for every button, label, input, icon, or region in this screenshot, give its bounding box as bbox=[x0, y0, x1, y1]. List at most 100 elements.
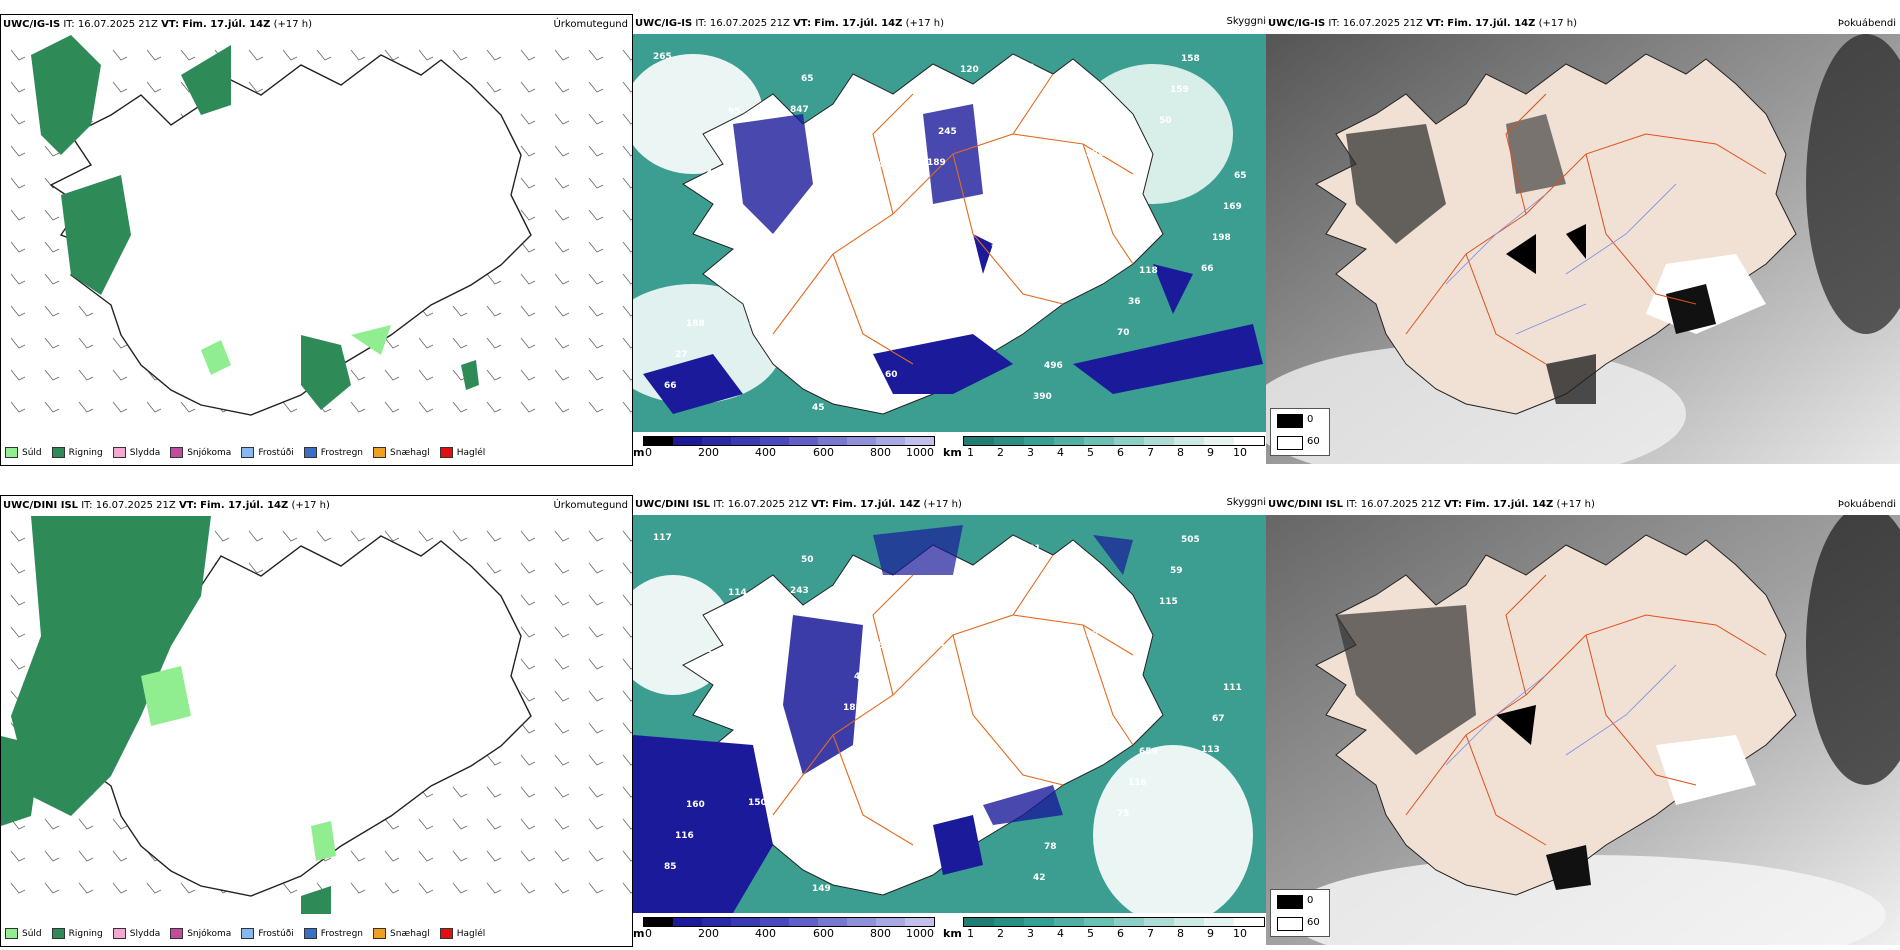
wind-barb bbox=[554, 786, 570, 798]
visibility-panel-bottom: UWC/DINI ISL IT: 16.07.2025 21Z VT: Fim.… bbox=[633, 495, 1266, 947]
wind-barb bbox=[316, 530, 332, 542]
wind-barb bbox=[146, 81, 162, 93]
ceiling-label: 36 bbox=[1128, 297, 1141, 307]
wind-barb bbox=[520, 690, 536, 702]
ceiling-label: 144 bbox=[865, 160, 884, 170]
ceiling-label: 116 bbox=[675, 831, 694, 841]
wind-barb bbox=[350, 49, 366, 61]
ceiling-label: 117 bbox=[653, 533, 672, 543]
wind-barb bbox=[78, 401, 94, 413]
wind-barb bbox=[554, 305, 570, 317]
legend-item: Frostregn bbox=[303, 928, 363, 939]
ceiling-label: 95 bbox=[728, 107, 741, 117]
wind-barb bbox=[418, 401, 434, 413]
wind-barb bbox=[78, 818, 94, 830]
wind-barb bbox=[588, 690, 604, 702]
wind-barb bbox=[486, 305, 502, 317]
wind-barb bbox=[622, 49, 632, 61]
wind-barb bbox=[588, 241, 604, 253]
wind-barb bbox=[452, 818, 468, 830]
fog-map bbox=[1266, 515, 1900, 945]
wind-barb bbox=[622, 658, 632, 670]
wind-barb bbox=[10, 818, 26, 830]
wind-barb bbox=[44, 305, 60, 317]
panel-header: UWC/DINI ISL IT: 16.07.2025 21Z VT: Fim.… bbox=[635, 499, 962, 510]
visibility-tick: 9 bbox=[1207, 927, 1214, 940]
ceiling-tick: 200 bbox=[698, 446, 719, 459]
wind-barb bbox=[520, 530, 536, 542]
legend-item: Frostregn bbox=[303, 447, 364, 458]
wind-barb bbox=[146, 49, 162, 61]
panel-header: UWC/DINI ISL IT: 16.07.2025 21Z VT: Fim.… bbox=[3, 500, 330, 511]
ceiling-label: 176 bbox=[1064, 211, 1083, 221]
wind-barb bbox=[384, 401, 400, 413]
wind-barb bbox=[622, 273, 632, 285]
legend-item: Snjókoma bbox=[170, 447, 231, 458]
ceiling-label: 160 bbox=[686, 800, 705, 810]
wind-barb bbox=[588, 754, 604, 766]
legend-swatch bbox=[303, 928, 317, 939]
wind-barb bbox=[10, 305, 26, 317]
ceiling-label: 83 bbox=[1086, 630, 1099, 640]
ceiling-colorbar: m 0 200 400 600 800 1000 bbox=[633, 915, 943, 945]
legend-item: Slydda bbox=[112, 928, 160, 939]
wind-barb bbox=[622, 690, 632, 702]
wind-barb bbox=[554, 818, 570, 830]
wind-barb bbox=[554, 49, 570, 61]
wind-barb bbox=[486, 81, 502, 93]
legend-label: Snjókoma bbox=[187, 928, 232, 939]
ceiling-label: 56 bbox=[854, 191, 867, 201]
wind-barb bbox=[418, 818, 434, 830]
legend-item: Snæhagl bbox=[373, 928, 430, 939]
ceiling-label: 149 bbox=[812, 884, 831, 894]
wind-barb bbox=[588, 401, 604, 413]
legend-item: Súld bbox=[5, 928, 42, 939]
wind-barb bbox=[554, 626, 570, 638]
legend-item: Rigning bbox=[51, 928, 103, 939]
ceiling-label: 96 bbox=[770, 255, 783, 265]
wind-barb bbox=[520, 722, 536, 734]
ceiling-tick: 400 bbox=[755, 446, 776, 459]
wind-barb bbox=[248, 81, 264, 93]
visibility-tick: 10 bbox=[1233, 446, 1247, 459]
wind-barb bbox=[248, 530, 264, 542]
wind-barb bbox=[554, 658, 570, 670]
panel-title: Úrkomutegund bbox=[553, 500, 628, 511]
ceiling-label: 505 bbox=[1181, 535, 1200, 545]
wind-barb bbox=[10, 530, 26, 542]
wind-barb bbox=[588, 145, 604, 157]
visibility-tick: 7 bbox=[1147, 927, 1154, 940]
wind-barb bbox=[554, 754, 570, 766]
wind-barb bbox=[180, 882, 196, 894]
wind-barb bbox=[10, 401, 26, 413]
wind-barb bbox=[554, 722, 570, 734]
wind-barb bbox=[520, 81, 536, 93]
visibility-unit: km bbox=[943, 446, 962, 459]
wind-barb bbox=[10, 81, 26, 93]
wind-barb bbox=[10, 145, 26, 157]
wind-barb bbox=[520, 305, 536, 317]
wind-barb bbox=[112, 49, 128, 61]
wind-barb bbox=[44, 145, 60, 157]
legend-label: Frostregn bbox=[320, 447, 364, 458]
legend-swatch bbox=[112, 447, 126, 458]
ceiling-label: 322 bbox=[1075, 180, 1094, 190]
wind-barb bbox=[452, 401, 468, 413]
ceiling-label: 45 bbox=[812, 403, 825, 413]
legend-swatch bbox=[112, 928, 126, 939]
ceiling-label: 245 bbox=[938, 127, 957, 137]
ceiling-label: 150 bbox=[748, 798, 767, 808]
ceiling-label: 847 bbox=[790, 105, 809, 115]
wind-barb bbox=[180, 49, 196, 61]
wind-barb bbox=[452, 850, 468, 862]
legend-swatch bbox=[241, 447, 255, 458]
wind-barb bbox=[452, 337, 468, 349]
wind-barb bbox=[44, 401, 60, 413]
wind-barb bbox=[282, 530, 298, 542]
ceiling-label: 120 bbox=[960, 65, 979, 75]
wind-barb bbox=[248, 49, 264, 61]
wind-barb bbox=[112, 337, 128, 349]
visibility-tick: 8 bbox=[1177, 927, 1184, 940]
legend-item: Rigning bbox=[51, 447, 103, 458]
wind-barb bbox=[112, 850, 128, 862]
